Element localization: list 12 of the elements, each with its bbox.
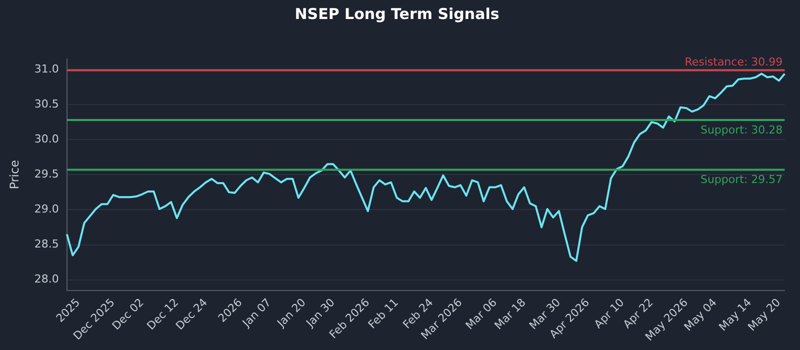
y-tick-label: 30.0 (34, 132, 59, 146)
y-tick-label: 31.0 (34, 62, 59, 76)
y-tick-label: 29.5 (34, 168, 59, 181)
ref-line-label: Support: 29.57 (700, 173, 783, 186)
y-axis-title: Price (7, 160, 22, 190)
chart-title: NSEP Long Term Signals (294, 4, 500, 23)
ref-line-label: Resistance: 30.99 (684, 56, 783, 69)
y-tick-label: 28.5 (34, 238, 59, 251)
y-tick-label: 29.0 (34, 202, 59, 216)
ref-line-label: Support: 30.28 (700, 123, 783, 136)
y-tick-label: 28.0 (34, 272, 59, 286)
y-tick-label: 30.5 (34, 97, 59, 110)
